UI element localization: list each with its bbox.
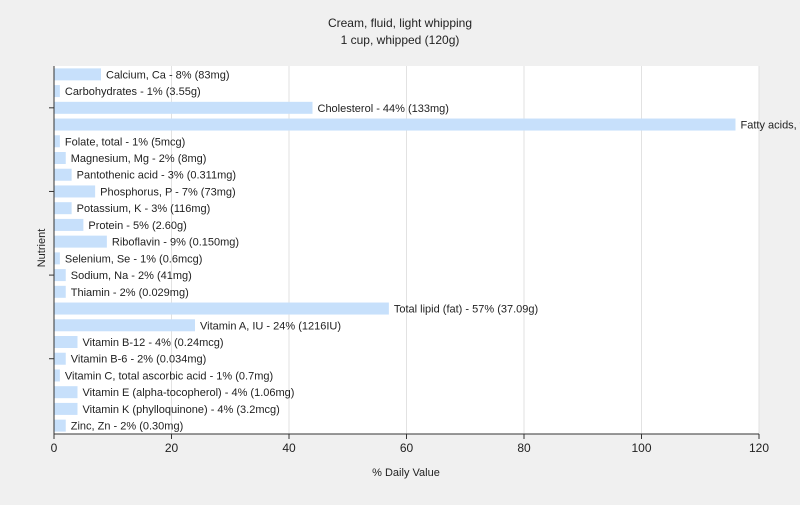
- bar: [54, 252, 60, 264]
- bar: [54, 68, 101, 80]
- bar: [54, 169, 72, 181]
- bar-label: Thiamin - 2% (0.029mg): [71, 287, 189, 299]
- bar: [54, 185, 95, 197]
- bar-label: Total lipid (fat) - 57% (37.09g): [394, 304, 538, 316]
- bar-label: Protein - 5% (2.60g): [88, 220, 186, 232]
- bar: [54, 85, 60, 97]
- y-axis-label: Nutrient: [36, 229, 48, 268]
- bar: [54, 420, 66, 432]
- bar: [54, 236, 107, 248]
- bar-label: Potassium, K - 3% (116mg): [77, 203, 211, 215]
- bar: [54, 135, 60, 147]
- x-tick-label: 60: [400, 441, 414, 455]
- bar-label: Vitamin K (phylloquinone) - 4% (3.2mcg): [83, 404, 280, 416]
- x-tick-label: 0: [51, 441, 58, 455]
- x-tick-label: 120: [749, 441, 769, 455]
- bar-label: Pantothenic acid - 3% (0.311mg): [77, 170, 236, 182]
- bar: [54, 303, 389, 315]
- bar: [54, 102, 313, 114]
- bar: [54, 369, 60, 381]
- bar-label: Selenium, Se - 1% (0.6mcg): [65, 253, 203, 265]
- bar: [54, 336, 78, 348]
- bar: [54, 219, 83, 231]
- chart-subtitle: 1 cup, whipped (120g): [341, 33, 460, 47]
- bar-label: Folate, total - 1% (5mcg): [65, 136, 185, 148]
- bar: [54, 353, 66, 365]
- x-tick-label: 80: [517, 441, 531, 455]
- bar-label: Magnesium, Mg - 2% (8mg): [71, 153, 207, 165]
- x-tick-label: 20: [165, 441, 179, 455]
- bar: [54, 269, 66, 281]
- bar-label: Phosphorus, P - 7% (73mg): [100, 186, 236, 198]
- bar: [54, 286, 66, 298]
- bar-label: Calcium, Ca - 8% (83mg): [106, 69, 229, 81]
- bar-label: Sodium, Na - 2% (41mg): [71, 270, 192, 282]
- x-tick-label: 40: [282, 441, 296, 455]
- bar-label: Zinc, Zn - 2% (0.30mg): [71, 421, 183, 433]
- bar-label: Carbohydrates - 1% (3.55g): [65, 86, 201, 98]
- bar-label: Cholesterol - 44% (133mg): [318, 103, 449, 115]
- bar-label: Vitamin B-12 - 4% (0.24mcg): [83, 337, 224, 349]
- bar-label: Vitamin B-6 - 2% (0.034mg): [71, 354, 207, 366]
- chart-title: Cream, fluid, light whipping: [328, 16, 472, 30]
- bar: [54, 152, 66, 164]
- bar-label: Vitamin C, total ascorbic acid - 1% (0.7…: [65, 370, 273, 382]
- bar: [54, 386, 78, 398]
- bar-label: Vitamin A, IU - 24% (1216IU): [200, 320, 341, 332]
- plot-area: 0 20 40 60 80 100 120 Calcium, Ca - 8% (83mg) Ca…: [49, 66, 800, 455]
- bar-label: Riboflavin - 9% (0.150mg): [112, 237, 239, 249]
- x-axis-label: % Daily Value: [372, 467, 440, 479]
- bar: [54, 119, 736, 131]
- bar: [54, 319, 195, 331]
- x-tick-label: 100: [631, 441, 651, 455]
- bar: [54, 202, 72, 214]
- bar-label: Vitamin E (alpha-tocopherol) - 4% (1.06m…: [83, 387, 295, 399]
- bar: [54, 403, 78, 415]
- bar-label: Fatty acids, total saturated - 116% (23.…: [741, 120, 800, 132]
